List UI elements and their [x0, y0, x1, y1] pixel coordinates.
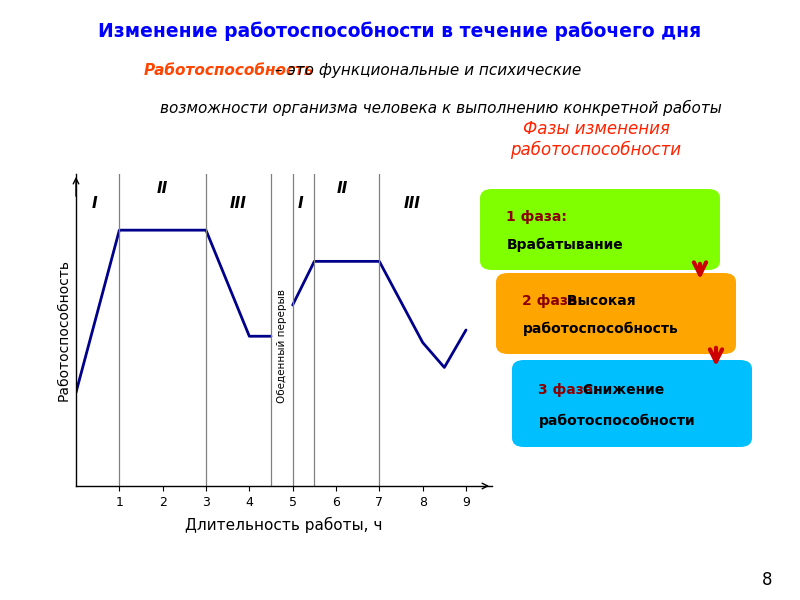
Text: Работоспособность: Работоспособность [144, 63, 314, 78]
Text: Фазы изменения
работоспособности: Фазы изменения работоспособности [510, 120, 682, 159]
Text: I: I [91, 196, 97, 211]
Text: 3 фаза:: 3 фаза: [538, 383, 599, 397]
Text: I: I [298, 196, 303, 211]
X-axis label: Длительность работы, ч: Длительность работы, ч [186, 517, 382, 533]
Text: 8: 8 [762, 571, 772, 589]
Text: II: II [157, 181, 168, 196]
Text: III: III [230, 196, 247, 211]
Text: – это функциональные и психические: – это функциональные и психические [270, 63, 582, 78]
Text: работоспособности: работоспособности [538, 413, 695, 428]
Text: Врабатывание: Врабатывание [506, 238, 623, 253]
Text: Высокая: Высокая [562, 294, 636, 308]
Text: 2 фаза:: 2 фаза: [522, 294, 583, 308]
Text: Изменение работоспособности в течение рабочего дня: Изменение работоспособности в течение ра… [98, 21, 702, 41]
Text: 1 фаза:: 1 фаза: [506, 210, 567, 224]
Text: работоспособность: работоспособность [522, 322, 678, 337]
Text: Снижение: Снижение [578, 383, 665, 397]
Text: возможности организма человека к выполнению конкретной работы: возможности организма человека к выполне… [160, 100, 722, 116]
Y-axis label: Работоспособность: Работоспособность [57, 259, 70, 401]
Text: II: II [337, 181, 348, 196]
Text: Обеденный перерыв: Обеденный перерыв [277, 289, 287, 403]
Text: III: III [403, 196, 420, 211]
